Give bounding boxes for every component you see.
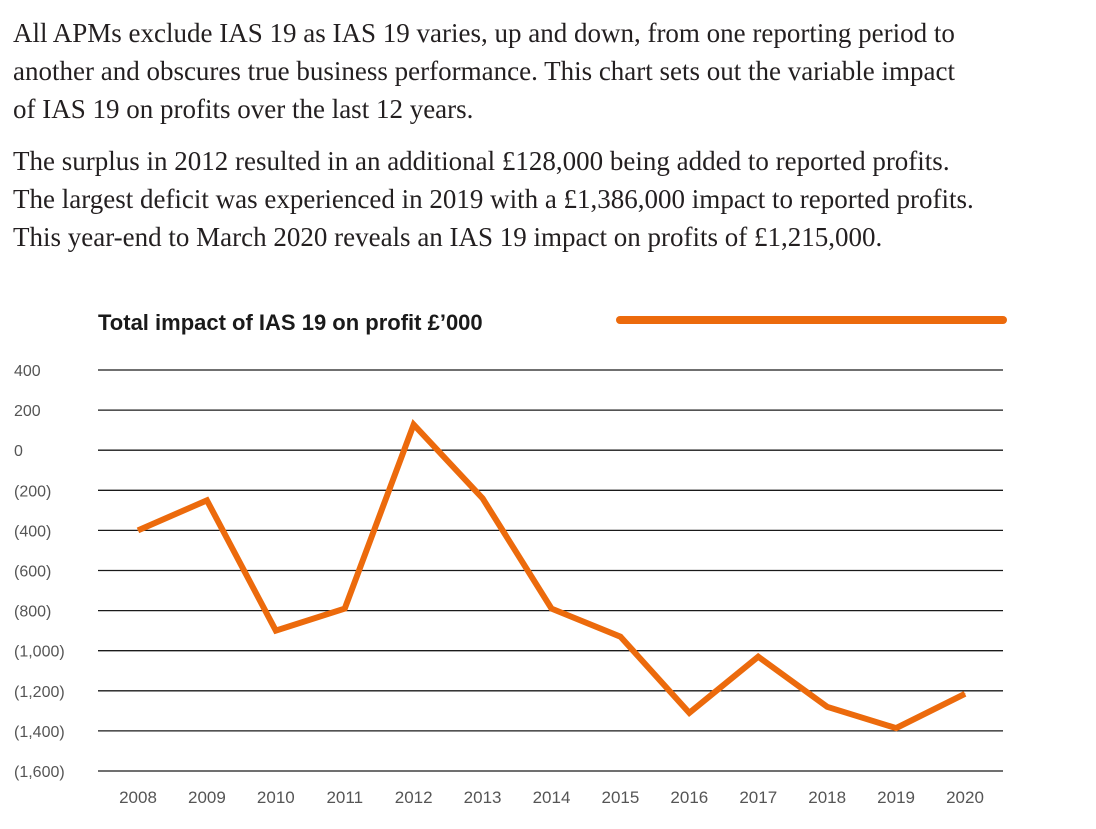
- y-tick-label: 200: [14, 403, 41, 420]
- y-tick-label: (1,000): [14, 644, 65, 661]
- intro-paragraph-1: All APMs exclude IAS 19 as IAS 19 varies…: [13, 18, 955, 124]
- x-tick-label: 2010: [257, 788, 295, 807]
- y-tick-label: (400): [14, 523, 51, 540]
- y-tick-label: (800): [14, 604, 51, 621]
- y-tick-label: (1,400): [14, 724, 65, 741]
- y-tick-label: (1,200): [14, 684, 65, 701]
- x-tick-label: 2012: [395, 788, 433, 807]
- x-axis-tick-labels: 2008 2009 2010 2011 2012 2013 2014 2015 2016 2017…: [119, 788, 984, 807]
- y-tick-label: 0: [14, 443, 23, 460]
- x-tick-label: 2019: [877, 788, 915, 807]
- data-point-2010: [275, 630, 277, 632]
- data-series: [136, 418, 967, 732]
- data-point-2019: [895, 727, 897, 729]
- data-point-2008: [137, 529, 139, 531]
- x-tick-label: 2018: [808, 788, 846, 807]
- y-axis-tick-labels: 400 200 0 (200) (400) (600) (800) (1,000) (1,200…: [14, 363, 65, 781]
- data-point-2015: [619, 636, 621, 638]
- data-point-2014: [551, 608, 552, 610]
- y-tick-label: (200): [14, 483, 51, 500]
- x-tick-label: 2011: [326, 788, 363, 807]
- data-point-2009: [206, 499, 208, 501]
- gridlines: [98, 369, 1003, 772]
- intro-text: All APMs exclude IAS 19 as IAS 19 varies…: [13, 14, 1088, 270]
- x-tick-label: 2015: [602, 788, 640, 807]
- x-tick-label: 2009: [188, 788, 226, 807]
- intro-paragraph-2: The surplus in 2012 resulted in an addit…: [13, 146, 974, 252]
- data-point-2012: [413, 424, 415, 426]
- data-point-2013: [482, 497, 484, 499]
- x-tick-label: 2014: [533, 788, 571, 807]
- series-line: [136, 418, 967, 732]
- x-tick-label: 2017: [739, 788, 777, 807]
- data-point-2020: [964, 693, 966, 695]
- y-tick-label: (600): [14, 564, 51, 581]
- data-point-2016: [688, 712, 690, 714]
- legend-label: Total impact of IAS 19 on profit £’000: [98, 310, 483, 335]
- x-tick-label: 2008: [119, 788, 157, 807]
- data-point-2017: [757, 656, 759, 658]
- x-tick-label: 2013: [464, 788, 502, 807]
- ias19-line-chart: Total impact of IAS 19 on profit £’000 4…: [14, 310, 1007, 807]
- data-point-2018: [826, 706, 828, 708]
- data-point-2011: [344, 608, 346, 610]
- x-tick-label: 2016: [670, 788, 708, 807]
- y-tick-label: (1,600): [14, 764, 65, 781]
- x-tick-label: 2020: [946, 788, 984, 807]
- legend: Total impact of IAS 19 on profit £’000: [98, 310, 1007, 335]
- y-tick-label: 400: [14, 363, 41, 380]
